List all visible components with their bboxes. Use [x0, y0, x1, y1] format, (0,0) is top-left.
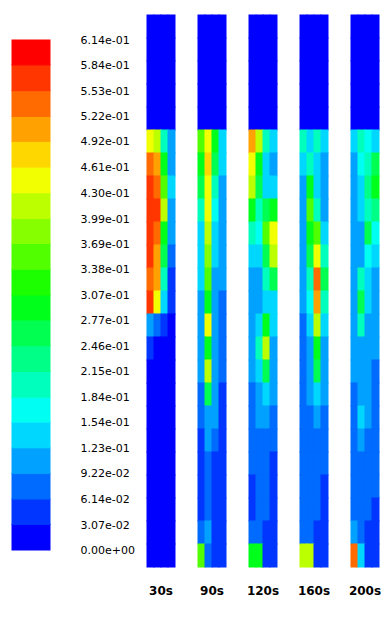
- svg-text:200s: 200s: [349, 584, 381, 598]
- svg-text:160s: 160s: [298, 584, 330, 598]
- svg-text:2.15e-01: 2.15e-01: [81, 365, 130, 378]
- svg-text:3.07e-01: 3.07e-01: [81, 289, 130, 302]
- svg-text:5.84e-01: 5.84e-01: [81, 59, 130, 72]
- svg-text:1.84e-01: 1.84e-01: [81, 391, 130, 404]
- svg-text:4.30e-01: 4.30e-01: [81, 187, 130, 200]
- svg-text:5.22e-01: 5.22e-01: [81, 110, 130, 123]
- svg-text:0.00e+00: 0.00e+00: [81, 544, 135, 557]
- svg-text:3.99e-01: 3.99e-01: [81, 213, 130, 226]
- svg-text:3.07e-02: 3.07e-02: [81, 519, 130, 532]
- svg-text:4.61e-01: 4.61e-01: [81, 161, 130, 174]
- svg-text:120s: 120s: [247, 584, 279, 598]
- svg-text:3.38e-01: 3.38e-01: [81, 263, 130, 276]
- svg-text:1.54e-01: 1.54e-01: [81, 416, 130, 429]
- svg-text:2.46e-01: 2.46e-01: [81, 340, 130, 353]
- svg-text:4.92e-01: 4.92e-01: [81, 135, 130, 148]
- svg-text:9.22e-02: 9.22e-02: [81, 467, 130, 480]
- svg-text:3.69e-01: 3.69e-01: [81, 238, 130, 251]
- svg-text:6.14e-02: 6.14e-02: [81, 493, 130, 506]
- svg-text:30s: 30s: [149, 584, 173, 598]
- svg-text:1.23e-01: 1.23e-01: [81, 442, 130, 455]
- svg-text:2.77e-01: 2.77e-01: [81, 314, 130, 327]
- svg-text:6.14e-01: 6.14e-01: [81, 34, 130, 47]
- svg-text:90s: 90s: [200, 584, 224, 598]
- svg-text:5.53e-01: 5.53e-01: [81, 85, 130, 98]
